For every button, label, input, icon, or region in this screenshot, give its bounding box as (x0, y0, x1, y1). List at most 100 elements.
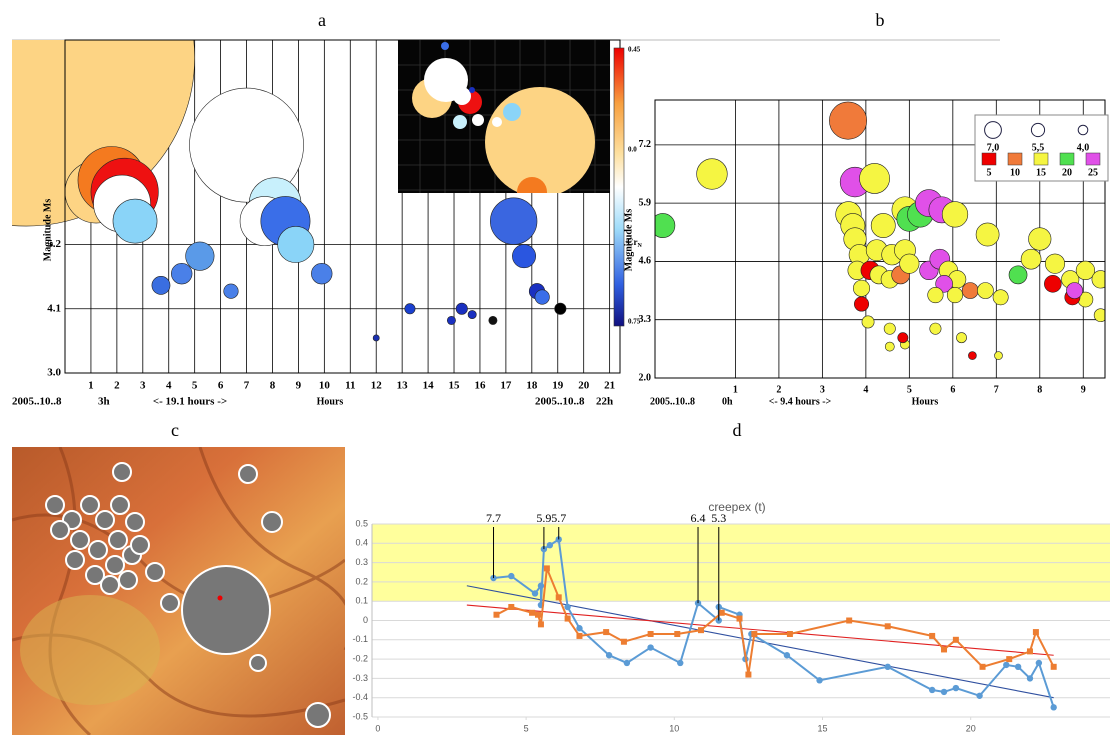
y-tick-label: 5.9 (639, 197, 652, 208)
x-end: 2005..10..8 (535, 396, 585, 408)
beachball (125, 512, 145, 532)
bubble (853, 279, 871, 297)
x-tick-label: 2 (776, 384, 781, 395)
marker (674, 631, 681, 638)
marker (816, 677, 823, 684)
legend-size (1030, 122, 1046, 138)
epicenter (217, 595, 223, 601)
marker (647, 631, 654, 638)
marker (623, 659, 631, 667)
marker (928, 686, 936, 694)
inset-bubble (441, 42, 449, 50)
x-start-time: 0h (722, 396, 733, 407)
x-tick-label: 21 (604, 380, 615, 392)
inset-bubble (472, 114, 484, 126)
legend-label: 7,0 (987, 142, 1000, 153)
x-tick-label: 6 (950, 384, 955, 395)
marker (846, 617, 853, 624)
legend-label: 10 (1010, 167, 1020, 178)
bubble (897, 332, 909, 344)
x-tick-label: 4 (863, 384, 868, 395)
x-tick-label: 0 (375, 723, 380, 733)
legend-label: 20 (1062, 167, 1072, 178)
x-tick-label: 19 (552, 380, 564, 392)
marker (543, 565, 550, 572)
marker (1003, 661, 1010, 669)
beachball (65, 550, 85, 570)
marker (603, 629, 610, 636)
trend-line (466, 585, 1054, 699)
beachball (305, 702, 331, 728)
x-span: <- 19.1 hours -> (153, 396, 227, 408)
y-tick-label: 0.4 (355, 538, 368, 548)
bubble (1066, 282, 1083, 299)
bubble (455, 302, 468, 315)
inset-bubble (453, 87, 471, 105)
marker (1050, 704, 1057, 711)
bubble (112, 198, 158, 244)
bubble (884, 341, 895, 352)
x-tick-label: 5 (907, 384, 912, 395)
bubble (1020, 248, 1042, 270)
marker (677, 659, 684, 667)
map-valley (20, 595, 160, 705)
marker (508, 603, 515, 610)
marker (620, 638, 627, 645)
trend-line (466, 604, 1054, 656)
y-tick-label: 0 (363, 615, 368, 625)
marker (1035, 659, 1043, 667)
marker (1006, 656, 1013, 663)
bubble (829, 101, 868, 140)
bubble (935, 275, 953, 293)
grid: 0.5 0.4 0.3 0.2 0.1 0 -0.1 -0.2 -0.3 -0.4 -0.5 0 5 10… (352, 518, 1110, 733)
marker (493, 611, 500, 618)
marker (697, 627, 704, 634)
beachball (118, 570, 138, 590)
panel-label: c (171, 420, 179, 440)
bubble (277, 226, 315, 263)
plot-frame (654, 99, 1106, 379)
beachball (45, 495, 65, 515)
bubble (490, 197, 538, 245)
beachball (249, 654, 267, 672)
beachball (50, 520, 70, 540)
bubble (1075, 260, 1096, 281)
beachball (261, 511, 283, 533)
marker (786, 631, 793, 638)
x-tick-label: 13 (397, 380, 409, 392)
x-tick-label: 3 (140, 380, 146, 392)
y-tick-label: 5.2 (47, 238, 61, 250)
beachballs (45, 462, 331, 728)
bubble (185, 241, 215, 271)
colorbar-title: CrN (627, 237, 643, 249)
colorbar-label: 0.75 (628, 318, 641, 326)
marker (952, 684, 960, 692)
beachball (130, 535, 150, 555)
marker (537, 582, 545, 589)
marker (976, 692, 983, 699)
bubble (968, 351, 977, 360)
y-tick-label: 0.3 (355, 557, 368, 567)
marker (576, 625, 583, 632)
panel-label: a (318, 10, 326, 30)
legend: 7,0 5,5 4,0 5 10 15 20 25 (974, 114, 1109, 182)
bubble (223, 283, 239, 299)
legend-label: 5 (987, 167, 992, 178)
bubble (883, 322, 896, 335)
bubble (534, 289, 550, 305)
x-tick-label: 1 (88, 380, 94, 392)
y-axis-label: Magnitude Ms (42, 199, 53, 262)
lines: 7.7 5.9 5.7 6.4 5.3 (466, 511, 1057, 711)
legend-swatch (1007, 152, 1023, 166)
marker (952, 636, 959, 643)
y-tick-label: 4.6 (639, 256, 652, 267)
annotation: 5.7 (551, 511, 566, 525)
y-tick-label: -0.5 (352, 711, 368, 721)
panel-label: d (733, 420, 742, 440)
bubbles (12, 40, 567, 342)
x-start: 2005..10..8 (12, 396, 62, 408)
bubble (311, 263, 333, 285)
bubble (1008, 265, 1028, 285)
beachball (95, 510, 115, 530)
bubble (404, 303, 416, 315)
